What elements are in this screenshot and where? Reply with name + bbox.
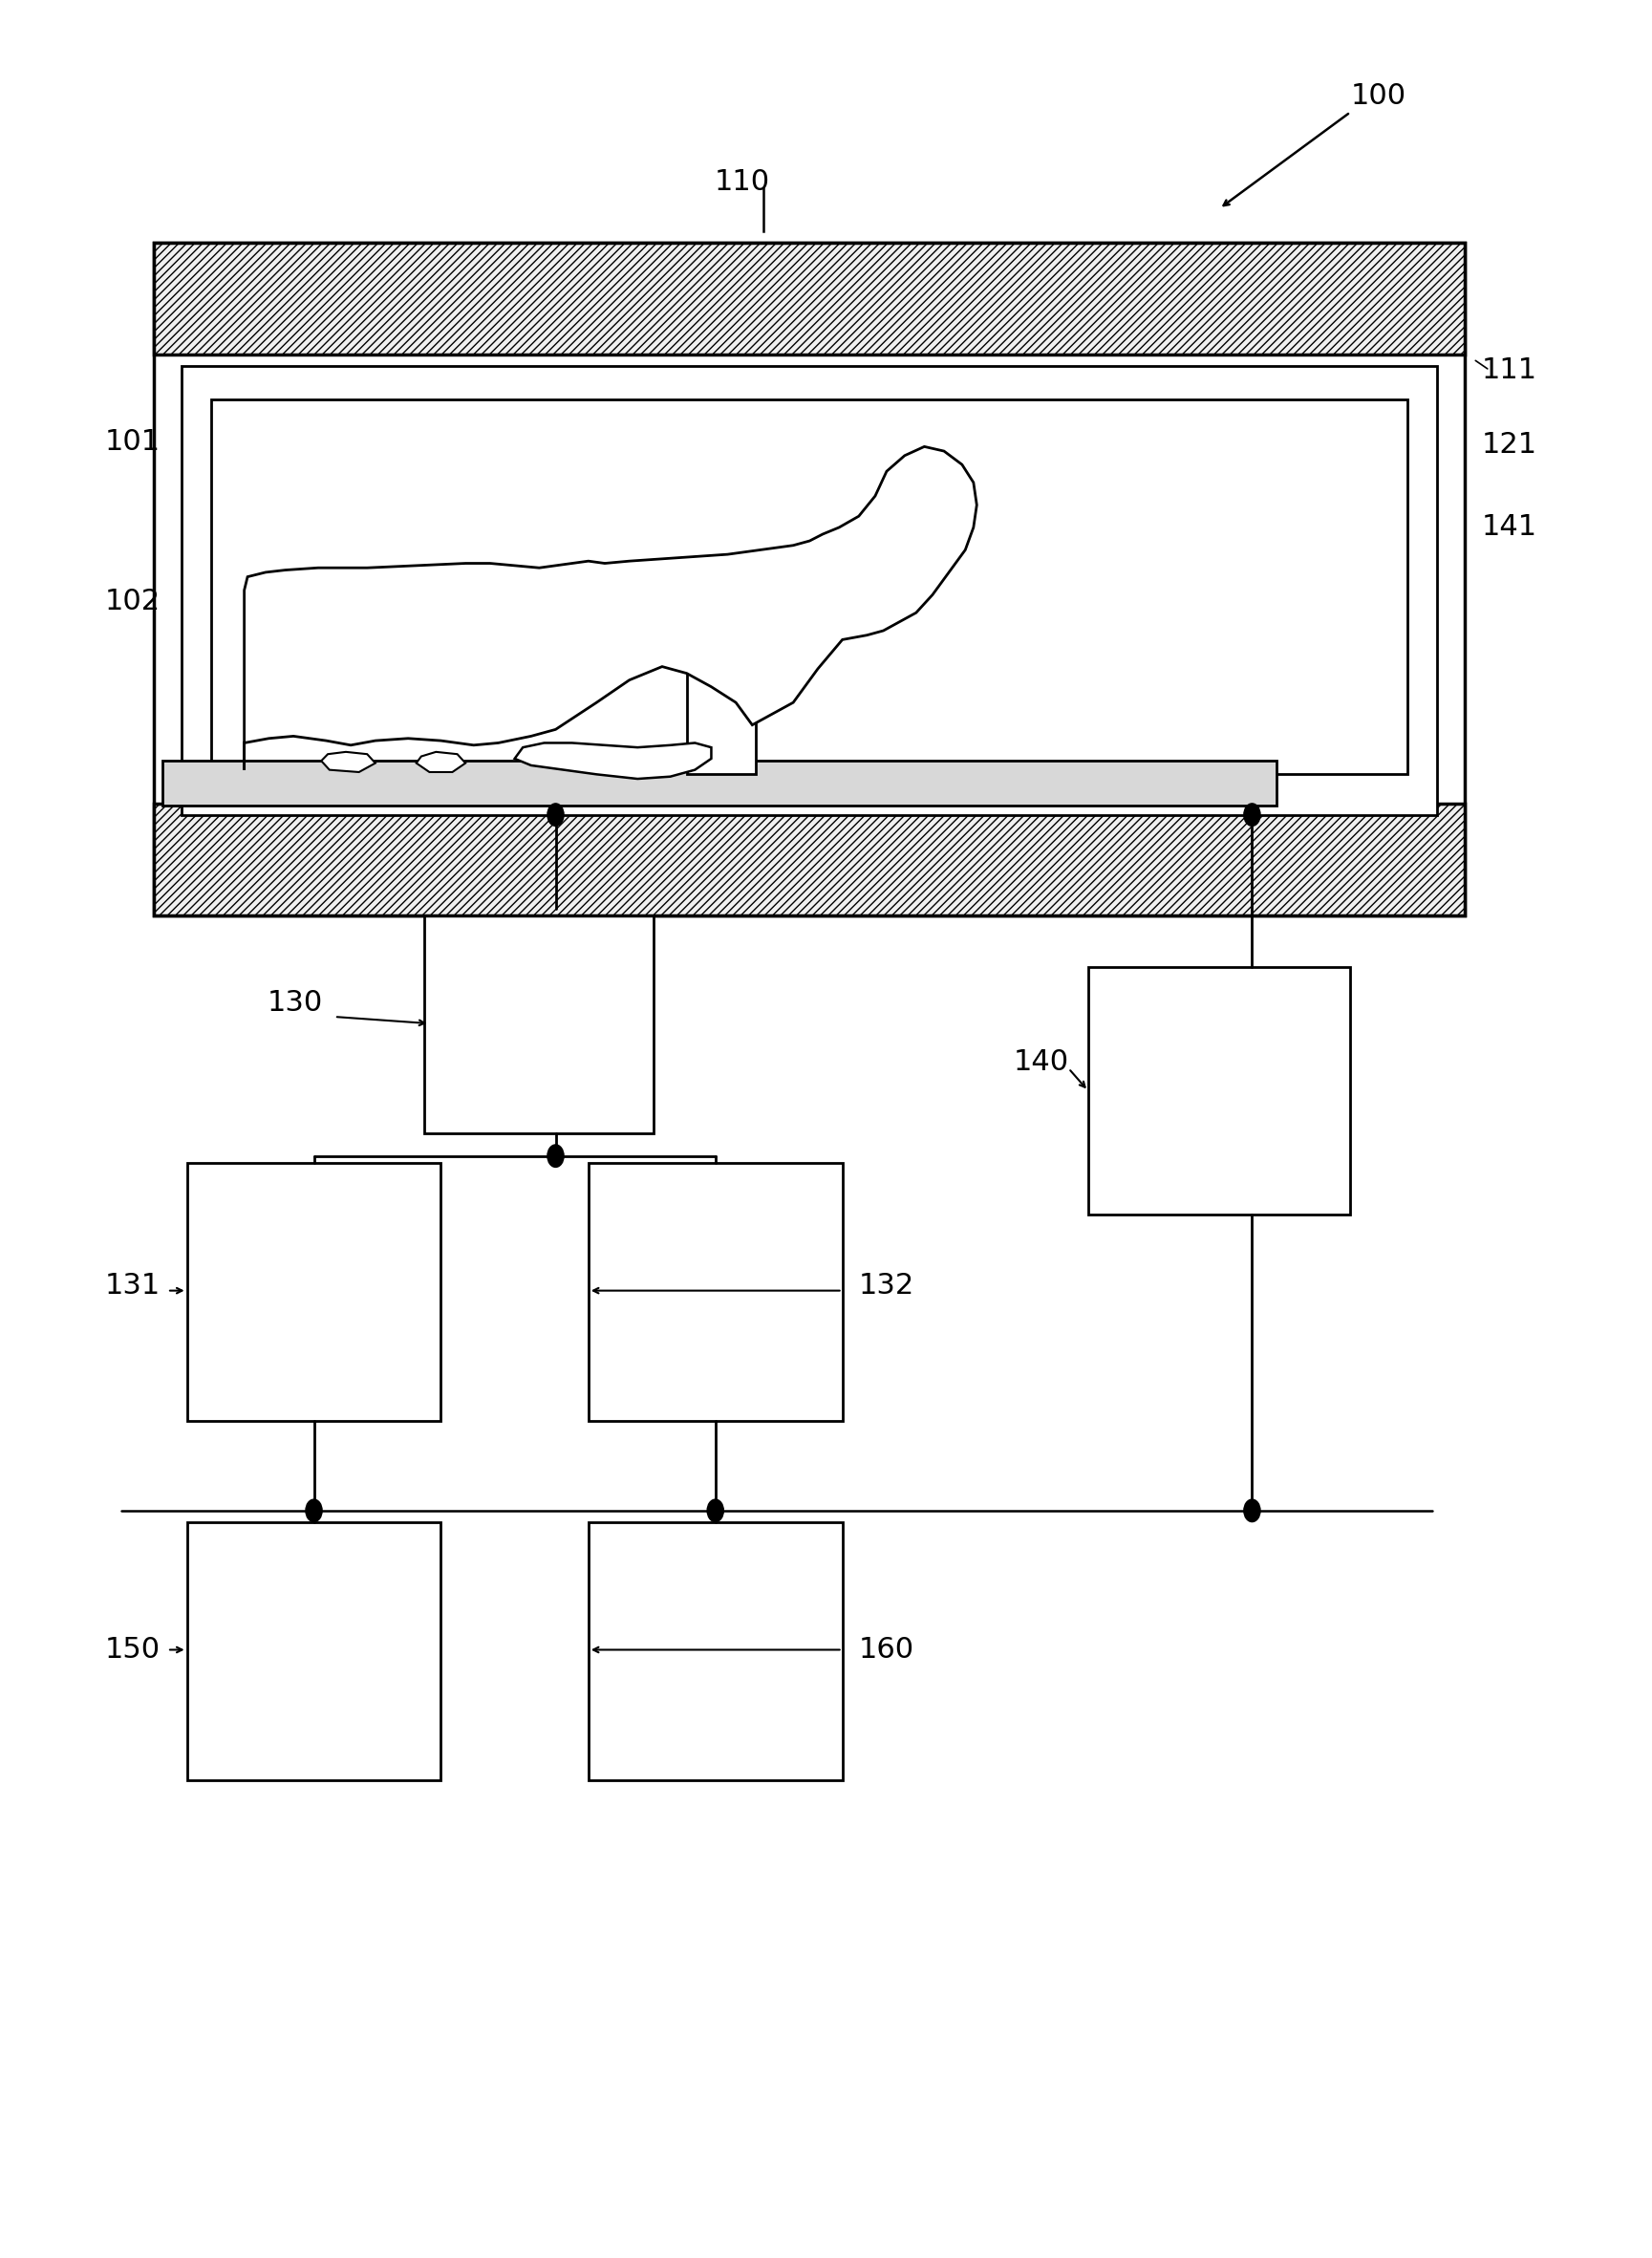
Text: 100: 100 (1350, 84, 1406, 111)
Text: 190: 190 (583, 425, 639, 452)
Bar (182, 366, 1437, 815)
Circle shape (547, 1145, 563, 1167)
Text: 101: 101 (106, 429, 160, 456)
Bar (154, 242, 1465, 355)
PathPatch shape (244, 447, 976, 770)
PathPatch shape (320, 752, 375, 772)
Circle shape (1244, 804, 1260, 826)
Circle shape (306, 1499, 322, 1522)
Bar (154, 804, 1465, 917)
Bar (588, 1163, 843, 1420)
Circle shape (547, 804, 563, 826)
Bar (187, 1163, 441, 1420)
PathPatch shape (416, 752, 466, 772)
Text: 131: 131 (106, 1271, 160, 1301)
Text: 141: 141 (1482, 513, 1536, 542)
Bar (162, 761, 1277, 806)
Bar (211, 400, 1408, 774)
Bar (187, 1522, 441, 1779)
Bar (425, 910, 654, 1134)
Bar (687, 639, 755, 774)
Text: 132: 132 (859, 1271, 915, 1301)
Text: 121: 121 (1482, 431, 1536, 458)
Text: 111: 111 (1482, 357, 1536, 384)
Text: 160: 160 (859, 1637, 914, 1664)
Circle shape (707, 1499, 724, 1522)
Text: 102: 102 (106, 587, 160, 616)
Bar (1089, 966, 1350, 1215)
Text: 130: 130 (268, 989, 322, 1016)
Bar (154, 242, 1465, 917)
Bar (588, 1522, 843, 1779)
Circle shape (1244, 1499, 1260, 1522)
Text: 140: 140 (1013, 1048, 1069, 1075)
Text: 110: 110 (715, 167, 770, 196)
Text: 150: 150 (106, 1637, 160, 1664)
PathPatch shape (515, 743, 712, 779)
